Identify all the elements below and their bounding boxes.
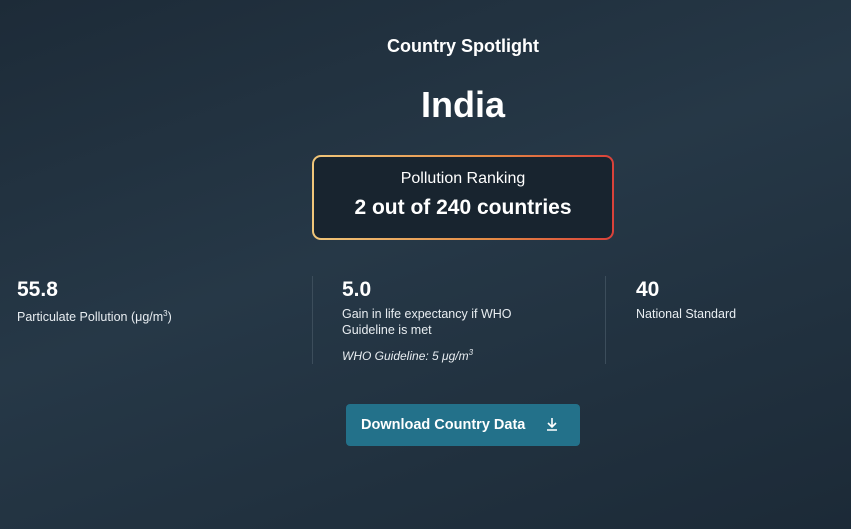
ranking-value: 2 out of 240 countries — [354, 196, 572, 219]
page-subtitle: Country Spotlight — [387, 36, 539, 56]
stat-value: 40 — [636, 278, 660, 301]
stat-label: Particulate Pollution (μg/m3) — [17, 309, 172, 325]
stat-value: 55.8 — [17, 278, 58, 301]
country-title: India — [420, 84, 505, 125]
download-icon — [546, 417, 558, 434]
stat-national-standard: 40 National Standard — [636, 278, 736, 322]
divider — [312, 276, 313, 364]
download-country-data-button[interactable]: Download Country Data — [346, 404, 580, 446]
download-label: Download Country Data — [361, 417, 526, 433]
stat-label: National Standard — [636, 307, 737, 321]
stat-particulate-pollution: 55.8 Particulate Pollution (μg/m3) — [17, 278, 172, 325]
stat-value: 5.0 — [342, 278, 372, 301]
stat-label: Gain in life expectancy if WHO Guideline… — [342, 307, 512, 337]
ranking-label: Pollution Ranking — [400, 170, 526, 187]
pollution-ranking-card: Pollution Ranking 2 out of 240 countries — [312, 155, 614, 240]
who-guideline-note: WHO Guideline: 5 μg/m3 — [342, 348, 474, 363]
divider — [605, 276, 606, 364]
stat-life-expectancy: 5.0 Gain in life expectancy if WHO Guide… — [342, 278, 552, 363]
